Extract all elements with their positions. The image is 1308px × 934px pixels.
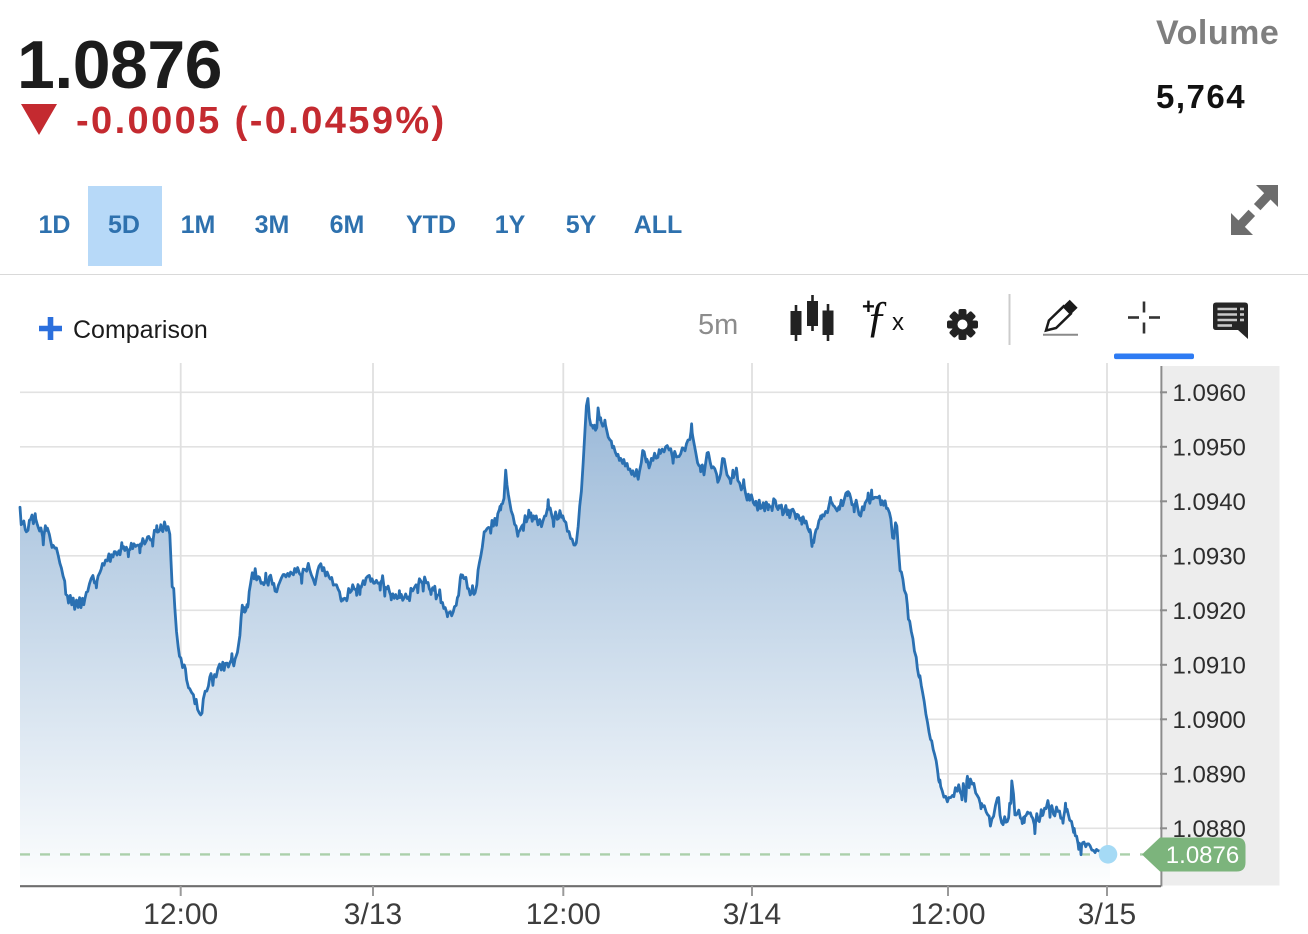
svg-text:1.0890: 1.0890	[1173, 761, 1246, 788]
svg-text:1.0900: 1.0900	[1173, 707, 1246, 734]
svg-text:1.0930: 1.0930	[1173, 543, 1246, 570]
svg-text:12:00: 12:00	[910, 898, 985, 931]
svg-text:1.0920: 1.0920	[1173, 598, 1246, 625]
svg-text:1.0940: 1.0940	[1173, 489, 1246, 516]
svg-text:3/13: 3/13	[344, 898, 402, 931]
svg-text:12:00: 12:00	[143, 898, 218, 931]
svg-text:12:00: 12:00	[526, 898, 601, 931]
svg-text:1.0950: 1.0950	[1173, 434, 1246, 461]
svg-text:x: x	[892, 309, 904, 336]
svg-text:3/14: 3/14	[723, 898, 781, 931]
svg-text:1.0960: 1.0960	[1173, 380, 1246, 407]
svg-text:3/15: 3/15	[1078, 898, 1136, 931]
svg-text:ƒ: ƒ	[866, 292, 888, 341]
svg-text:1.0910: 1.0910	[1173, 652, 1246, 679]
svg-text:1.0876: 1.0876	[1166, 842, 1239, 869]
svg-text:+: +	[862, 294, 875, 319]
